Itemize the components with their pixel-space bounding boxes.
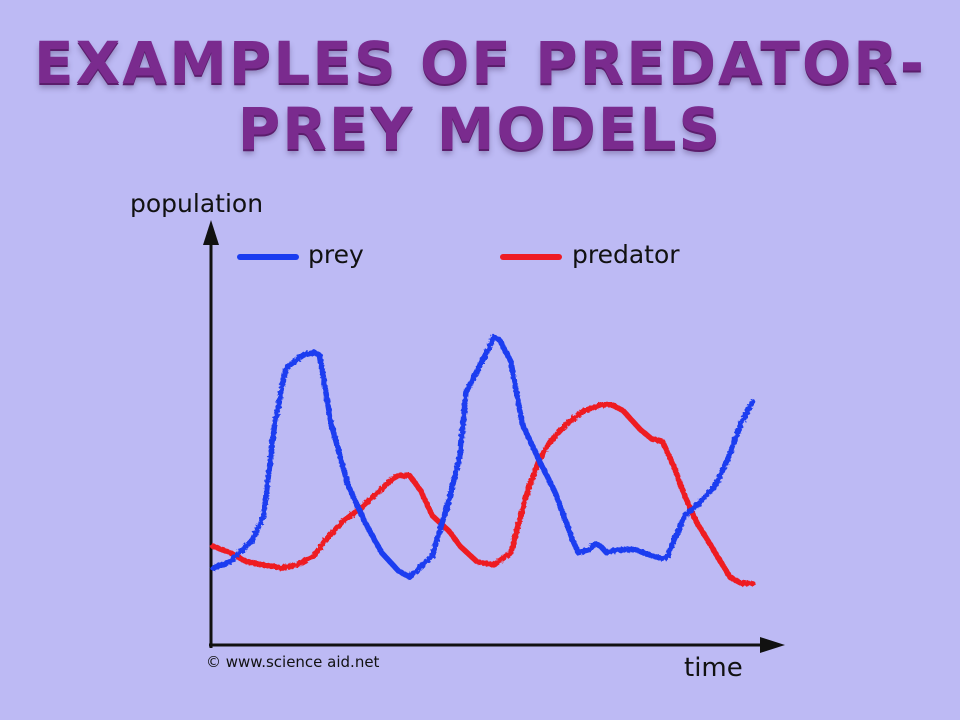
slide-title-line-2: Prey Models xyxy=(237,95,723,163)
x-axis-arrow xyxy=(760,637,785,653)
slide-title: Examples of Predator- Prey Models xyxy=(0,30,960,162)
legend: prey predator xyxy=(237,240,680,269)
predator-series-line xyxy=(210,401,756,587)
series-layer xyxy=(210,334,756,587)
prey-series-line xyxy=(210,334,756,580)
legend-prey-label: prey xyxy=(308,240,364,269)
y-axis-arrow xyxy=(203,220,219,245)
y-axis-label: population xyxy=(130,189,263,218)
axes xyxy=(203,220,785,653)
slide-title-line-1: Examples of Predator- xyxy=(33,29,927,97)
credit-text: © www.science aid.net xyxy=(206,653,380,671)
legend-predator-label: predator xyxy=(572,240,680,269)
x-axis-label: time xyxy=(684,653,743,683)
